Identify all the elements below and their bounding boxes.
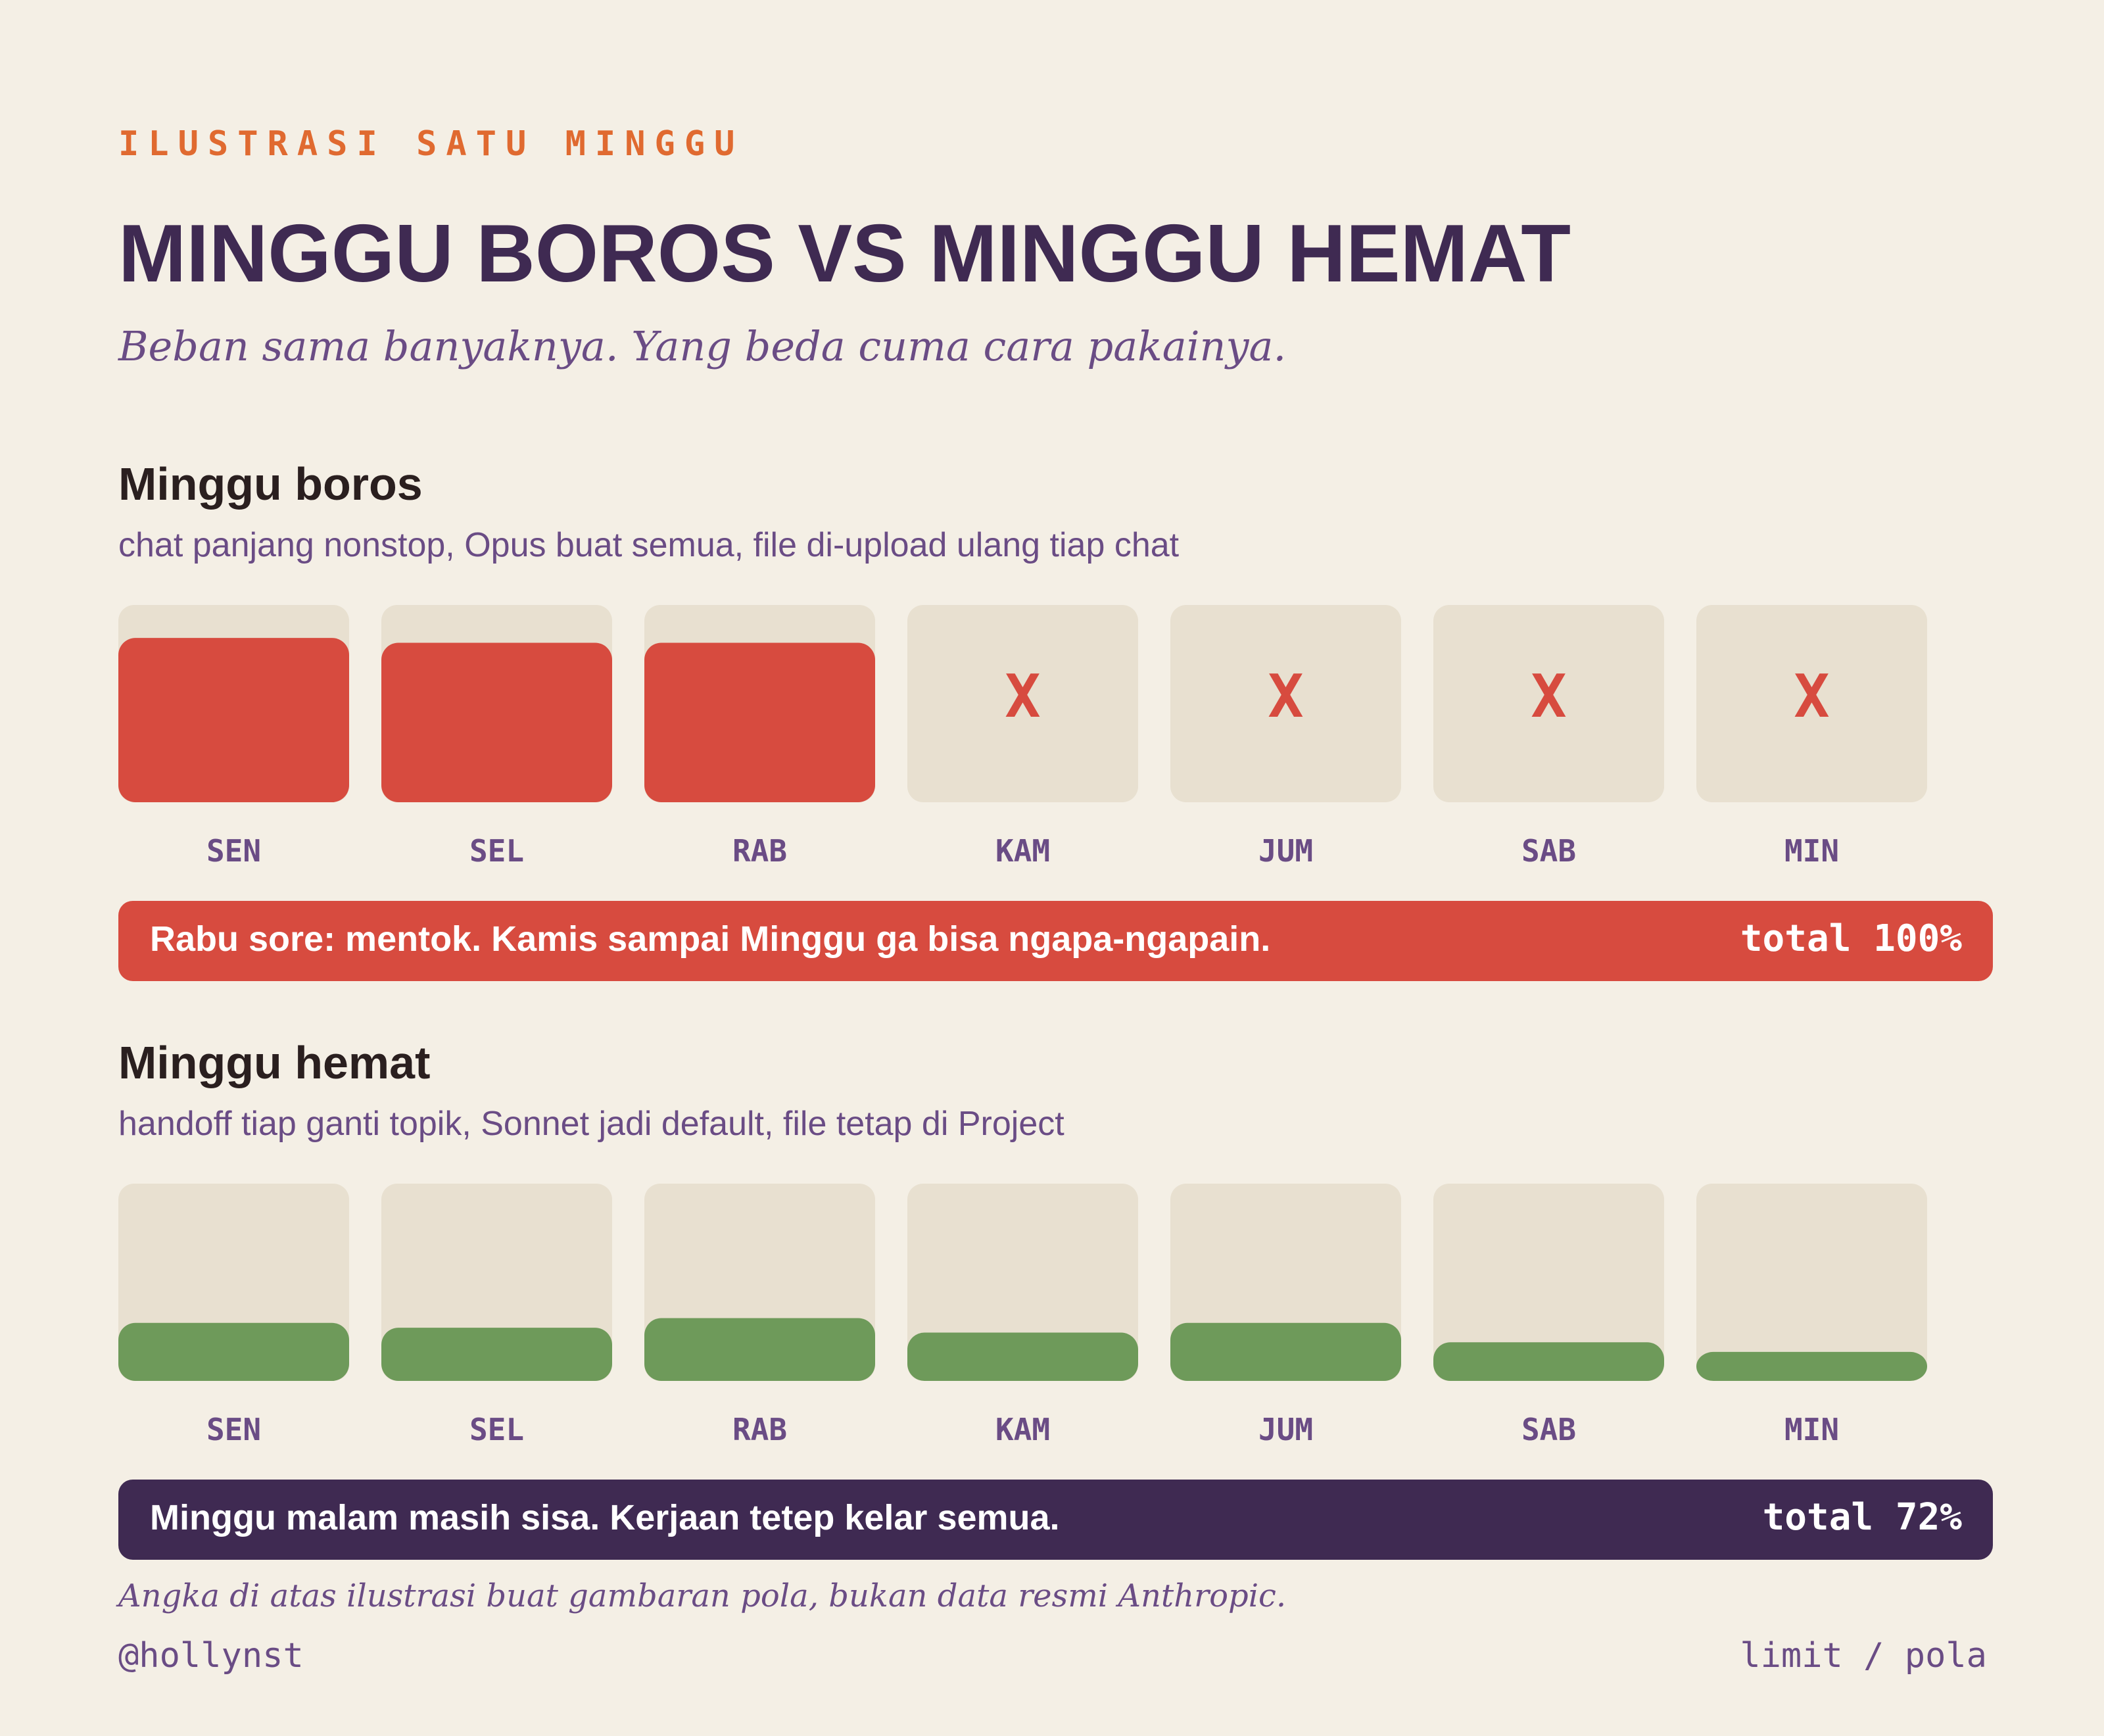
banner xyxy=(118,1480,1993,1560)
bar xyxy=(118,1322,349,1381)
day-label: KAM xyxy=(995,833,1050,869)
empty-mark: X xyxy=(1005,662,1040,731)
day-label: SEN xyxy=(206,1412,261,1447)
bar xyxy=(1170,1322,1401,1381)
day-label: SEL xyxy=(469,833,524,869)
empty-mark: X xyxy=(1531,662,1566,731)
bar xyxy=(1433,1342,1664,1381)
bar xyxy=(118,638,349,802)
day-cell xyxy=(1696,605,1927,802)
bar xyxy=(381,642,612,802)
bar xyxy=(644,1318,875,1381)
banner-text: Rabu sore: mentok. Kamis sampai Minggu g… xyxy=(150,919,1270,959)
day-label: JUM xyxy=(1258,833,1313,869)
bar xyxy=(644,642,875,802)
day-cell xyxy=(1433,605,1664,802)
day-label: KAM xyxy=(995,1412,1050,1447)
day-cell xyxy=(1696,1184,1927,1381)
day-cell xyxy=(907,1184,1138,1381)
eyebrow: ILUSTRASI SATU MINGGU xyxy=(118,124,744,164)
day-cell xyxy=(1433,1184,1664,1381)
empty-mark: X xyxy=(1794,662,1829,731)
banner-text: Minggu malam masih sisa. Kerjaan tetep k… xyxy=(150,1498,1060,1537)
day-label: SEL xyxy=(469,1412,524,1447)
subtitle: Beban sama banyaknya. Yang beda cuma car… xyxy=(118,322,1286,370)
day-label: RAB xyxy=(732,1412,787,1447)
day-label: SAB xyxy=(1521,1412,1576,1447)
day-cell xyxy=(1170,605,1401,802)
day-cell xyxy=(907,605,1138,802)
day-label: MIN xyxy=(1784,833,1839,869)
day-label: MIN xyxy=(1784,1412,1839,1447)
day-label: JUM xyxy=(1258,1412,1313,1447)
day-label: SAB xyxy=(1521,833,1576,869)
day-label: RAB xyxy=(732,833,787,869)
banner xyxy=(118,901,1993,981)
banner-total: total 100% xyxy=(1740,917,1962,960)
bar xyxy=(907,1332,1138,1381)
title: MINGGU BOROS VS MINGGU HEMAT xyxy=(118,208,1571,299)
banner-total: total 72% xyxy=(1763,1496,1963,1539)
footer-handle: @hollynst xyxy=(118,1636,304,1676)
bar xyxy=(1696,1351,1927,1381)
section-description: chat panjang nonstop, Opus buat semua, f… xyxy=(118,526,1180,564)
footer-note: Angka di atas ilustrasi buat gambaran po… xyxy=(116,1578,1286,1614)
section-description: handoff tiap ganti topik, Sonnet jadi de… xyxy=(118,1105,1064,1143)
section-title: Minggu hemat xyxy=(118,1037,430,1088)
bar xyxy=(381,1328,612,1381)
section-title: Minggu boros xyxy=(118,458,423,510)
footer-tag: limit / pola xyxy=(1740,1636,1987,1676)
empty-mark: X xyxy=(1268,662,1303,731)
day-label: SEN xyxy=(206,833,261,869)
